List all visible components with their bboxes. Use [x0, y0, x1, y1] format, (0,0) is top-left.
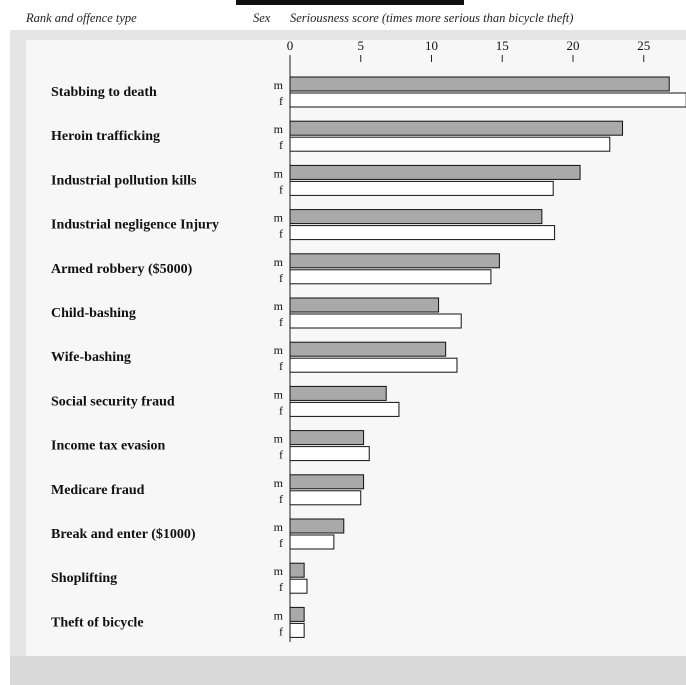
chart-row: Stabbing to death mf [51, 76, 686, 108]
sex-label: m [274, 211, 284, 225]
bar-m [289, 606, 305, 622]
category-label: Child-bashing [51, 306, 136, 321]
sex-label: f [279, 94, 283, 108]
bar-f [289, 136, 611, 152]
category-label: Stabbing to death [51, 85, 157, 100]
row-header: Rank and offence type [26, 11, 137, 25]
sex-label: m [274, 122, 284, 136]
category-label: Theft of bicycle [51, 615, 144, 630]
category-label: Social security fraud [51, 394, 175, 409]
bar-f [289, 534, 335, 550]
sex-label: m [274, 255, 284, 269]
x-tick-label: 0 [287, 38, 294, 53]
bar-m [289, 385, 387, 401]
sex-label: f [279, 182, 283, 196]
bar-m [289, 297, 440, 313]
sex-label: f [279, 315, 283, 329]
bar-m [289, 253, 500, 269]
sex-label: f [279, 359, 283, 373]
sex-label: f [279, 580, 283, 594]
chart-row: Armed robbery ($5000) mf [51, 253, 500, 285]
bar-f [289, 622, 305, 638]
sex-label: m [274, 299, 284, 313]
category-label: Break and enter ($1000) [51, 527, 196, 542]
category-label: Shoplifting [51, 571, 117, 586]
chart-row: Shoplifting mf [51, 562, 308, 594]
bar-f [289, 269, 492, 285]
bar-m [289, 430, 365, 446]
chart-row: Income tax evasion mf [51, 430, 370, 462]
top-rule [236, 0, 464, 5]
bar-m [289, 120, 624, 136]
sex-label: f [279, 271, 283, 285]
sex-label: m [274, 78, 284, 92]
x-axis-title: Seriousness score (times more serious th… [290, 11, 574, 25]
sex-header: Sex [253, 11, 271, 25]
bar-f [289, 401, 400, 417]
bar-f [289, 92, 686, 108]
x-tick-label: 10 [425, 38, 438, 53]
bottom-band [10, 656, 686, 685]
bar-f [289, 446, 370, 462]
bar-m [289, 76, 670, 92]
category-label: Heroin trafficking [51, 129, 160, 144]
bar-m [289, 209, 543, 225]
bar-f [289, 578, 308, 594]
chart-row: Heroin trafficking mf [51, 120, 624, 152]
bar-f [289, 490, 362, 506]
x-tick-label: 5 [358, 38, 365, 53]
bar-f [289, 180, 554, 196]
sex-label: m [274, 387, 284, 401]
x-tick-label: 15 [496, 38, 509, 53]
bar-f [289, 225, 556, 241]
sex-label: f [279, 138, 283, 152]
chart-row: Break and enter ($1000) mf [51, 518, 345, 550]
sex-label: m [274, 432, 284, 446]
chart-row: Medicare fraud mf [51, 474, 365, 506]
sex-label: m [274, 166, 284, 180]
x-tick-label: 20 [567, 38, 580, 53]
sex-label: m [274, 608, 284, 622]
chart-row: Theft of bicycle mf [51, 606, 305, 638]
category-label: Income tax evasion [51, 439, 166, 454]
chart-row: Industrial negligence Injury mf [51, 209, 556, 241]
category-label: Industrial pollution kills [51, 173, 197, 188]
bar-m [289, 474, 365, 490]
chart-row: Child-bashing mf [51, 297, 462, 329]
category-label: Wife-bashing [51, 350, 131, 365]
bar-m [289, 341, 447, 357]
bar-f [289, 313, 462, 329]
sex-label: f [279, 403, 283, 417]
category-label: Medicare fraud [51, 483, 145, 498]
sex-label: m [274, 520, 284, 534]
bar-f [289, 357, 458, 373]
chart-row: Social security fraud mf [51, 385, 400, 417]
chart-row: Industrial pollution kills mf [51, 164, 581, 196]
sex-label: f [279, 448, 283, 462]
sex-label: f [279, 492, 283, 506]
sex-label: f [279, 227, 283, 241]
bar-m [289, 164, 581, 180]
sex-label: f [279, 624, 283, 638]
category-label: Armed robbery ($5000) [51, 262, 193, 277]
bar-m [289, 562, 305, 578]
x-tick-label: 25 [637, 38, 650, 53]
chart-row: Wife-bashing mf [51, 341, 458, 373]
category-label: Industrial negligence Injury [51, 218, 219, 233]
sex-label: m [274, 564, 284, 578]
sex-label: m [274, 343, 284, 357]
sex-label: f [279, 536, 283, 550]
bar-m [289, 518, 345, 534]
sex-label: m [274, 476, 284, 490]
